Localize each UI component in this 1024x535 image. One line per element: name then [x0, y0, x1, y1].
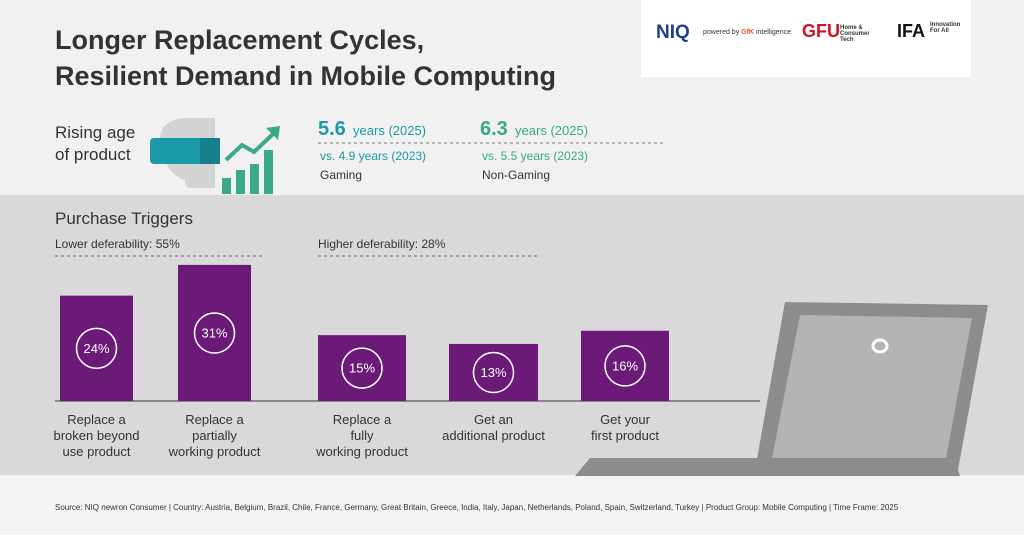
stat-previous: vs. 5.5 years (2023)	[482, 149, 589, 163]
stat: 5.6 years (2025)	[318, 118, 426, 141]
logo-panel	[641, 0, 971, 77]
stat-segment: Non-Gaming	[482, 168, 551, 182]
growth-icon	[222, 126, 280, 194]
logo-text: GfK	[741, 29, 754, 36]
title-line: Resilient Demand in Mobile Computing	[55, 61, 557, 91]
bar	[60, 295, 133, 401]
logo-text: powered by	[703, 29, 740, 36]
title-line: Longer Replacement Cycles,	[55, 25, 425, 55]
label-ring	[604, 345, 646, 387]
stat-previous: vs. 4.9 years (2023)	[320, 149, 427, 163]
bar	[581, 330, 669, 401]
footer-panel	[0, 475, 1024, 535]
bar	[178, 264, 251, 401]
category-label: Replace a fully working product	[316, 412, 408, 459]
value-label: 31%	[201, 325, 227, 340]
vr-icon	[150, 118, 220, 188]
category-label: Get an additional product	[442, 412, 545, 443]
logo-ifa: IFA	[897, 21, 926, 41]
bar	[318, 335, 406, 401]
logo-gfu-sub: Home & Consumer Tech	[840, 25, 870, 43]
logo-gfu: GFU	[802, 21, 840, 41]
label-ring	[75, 327, 118, 370]
logo-powered: powered by GfK intelligence	[703, 29, 791, 36]
stat-unit: years (2025)	[353, 123, 427, 138]
stat-value: 6.3	[480, 118, 508, 140]
value-label: 24%	[83, 341, 109, 356]
source: Source: NIQ newron Consumer | Country: A…	[55, 503, 899, 512]
annotation: Lower deferability: 55%	[55, 237, 180, 251]
value-label: 16%	[612, 358, 638, 373]
value-label: 13%	[480, 365, 506, 380]
value-label: 15%	[349, 361, 375, 376]
chart-title: Purchase Triggers	[55, 209, 193, 228]
label-ring	[341, 347, 383, 389]
category-label: Replace a broken beyond use product	[53, 412, 140, 459]
stat-value: 5.6	[318, 118, 346, 140]
category-label: Replace a partially working product	[168, 412, 261, 459]
label-ring	[472, 351, 515, 394]
logo-ifa-sub: Innovation For All	[930, 22, 961, 34]
category-label: Get your first product	[591, 412, 659, 443]
logo-niq: NIQ	[656, 22, 690, 43]
laptop-icon	[575, 302, 988, 476]
title: Longer Replacement Cycles, Resilient Dem…	[55, 22, 556, 94]
stat: 6.3 years (2025)	[480, 118, 588, 141]
label-ring	[193, 312, 236, 354]
stat-segment: Gaming	[320, 168, 363, 182]
logo-text: intelligence	[755, 29, 791, 36]
age-label: Rising age of product	[55, 123, 136, 164]
bar	[449, 343, 538, 401]
stat-unit: years (2025)	[515, 123, 589, 138]
annotation: Higher deferability: 28%	[318, 237, 446, 251]
